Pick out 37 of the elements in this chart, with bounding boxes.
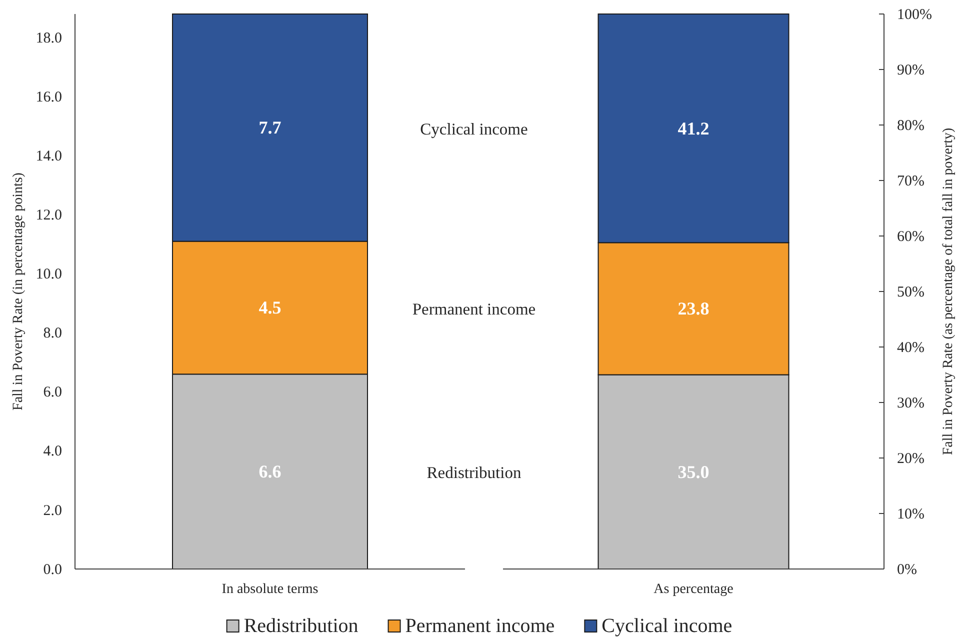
y-tick-label: 10.0 <box>36 266 62 283</box>
data-label: 7.7 <box>258 118 282 138</box>
y-tick-label: 90% <box>897 62 924 78</box>
y-tick-label: 14.0 <box>36 148 62 164</box>
y-tick-label: 40% <box>897 340 924 356</box>
y-tick-label: 60% <box>897 228 924 245</box>
data-label: 41.2 <box>678 118 710 138</box>
y-tick-label: 12.0 <box>36 208 62 224</box>
y-tick-label: 30% <box>897 395 924 412</box>
y-tick-label: 0% <box>897 562 917 578</box>
data-label: 35.0 <box>678 462 710 482</box>
data-label: 6.6 <box>258 462 282 482</box>
y-axis-title: Fall in Poverty Rate (as percentage of total fall in poverty) <box>940 127 956 456</box>
y-tick-label: 6.0 <box>43 384 62 401</box>
y-tick-label: 80% <box>897 118 924 134</box>
y-tick-label: 0.0 <box>43 562 62 578</box>
legend-label: Cyclical income <box>602 615 732 637</box>
legend-label: Permanent income <box>405 615 555 637</box>
y-tick-label: 4.0 <box>43 444 62 460</box>
y-tick-label: 8.0 <box>43 326 62 342</box>
y-tick-label: 16.0 <box>36 89 62 106</box>
y-tick-label: 2.0 <box>43 502 62 519</box>
y-tick-label: 20% <box>897 450 924 467</box>
y-tick-label: 50% <box>897 284 924 300</box>
annotation: Permanent income <box>412 299 536 318</box>
x-tick-label: As percentage <box>654 582 734 597</box>
y-tick-label: 18.0 <box>36 30 62 46</box>
data-label: 23.8 <box>678 298 710 319</box>
y-tick-label: 100% <box>897 6 932 23</box>
y-axis-title: Fall in Poverty Rate (in percentage points) <box>10 172 26 410</box>
annotation: Redistribution <box>426 462 522 482</box>
x-tick-label: In absolute terms <box>222 582 318 597</box>
annotation: Cyclical income <box>420 118 528 138</box>
y-tick-label: 10% <box>897 506 924 522</box>
y-tick-label: 70% <box>897 173 924 190</box>
legend-label: Redistribution <box>244 615 358 637</box>
data-label: 4.5 <box>258 298 282 318</box>
